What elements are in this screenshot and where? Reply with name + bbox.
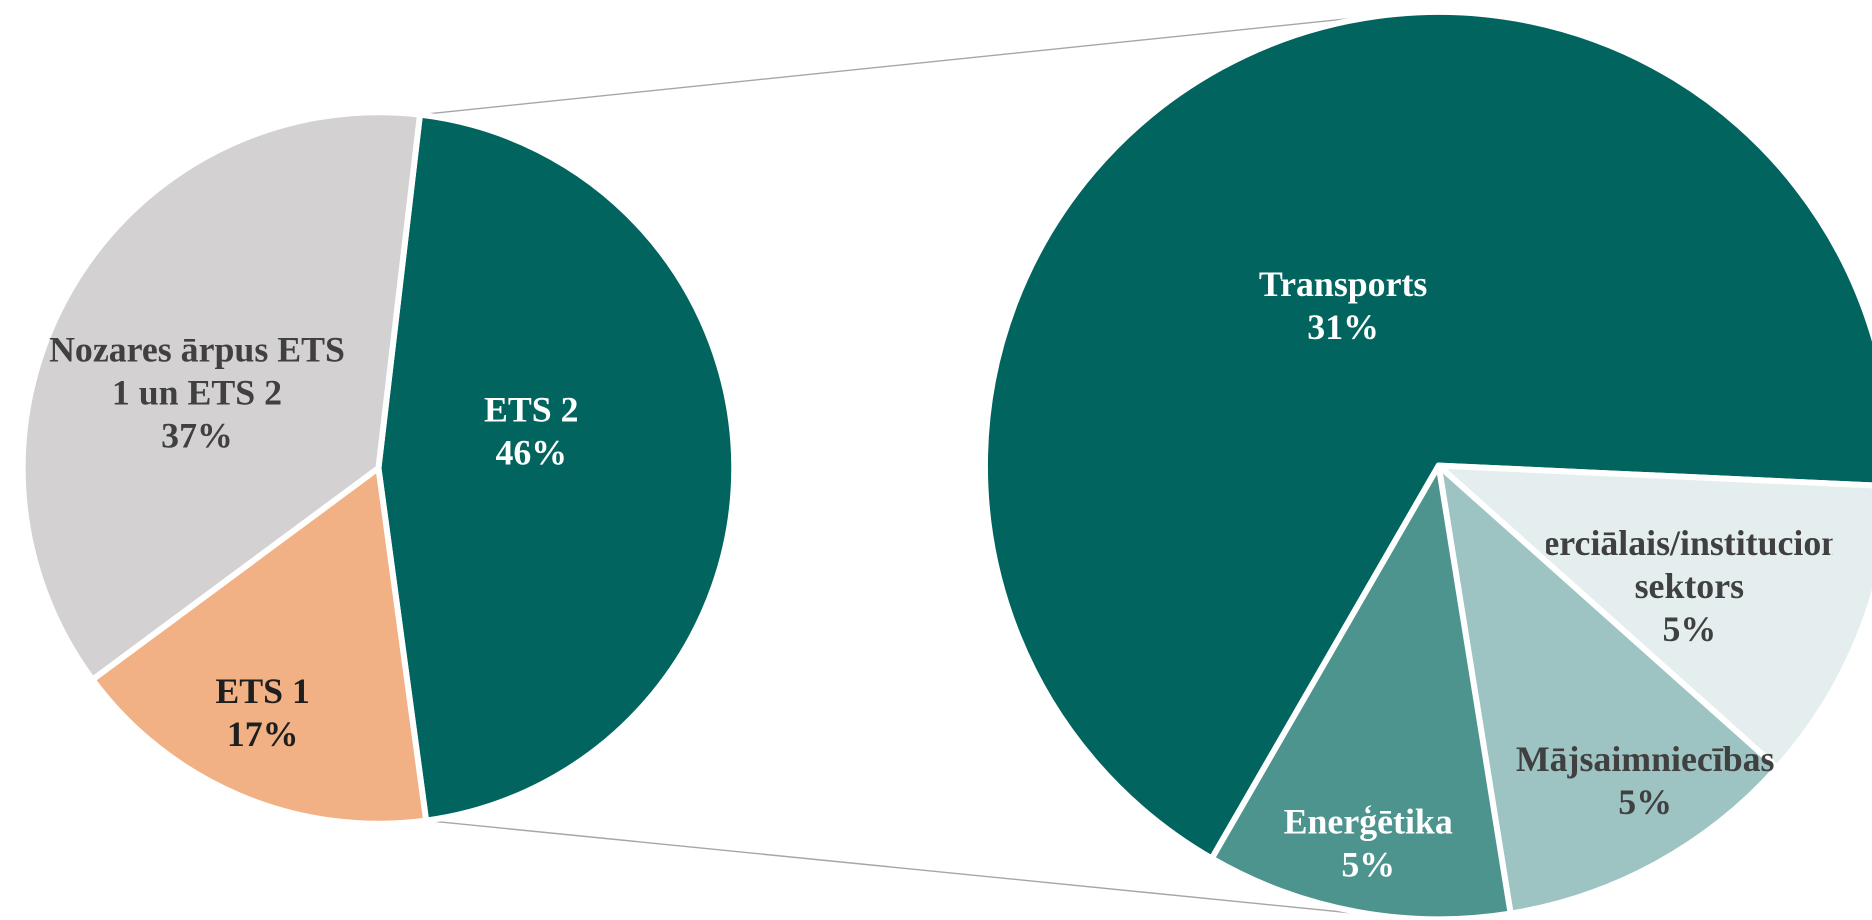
slice-label-box: Transports 31% [1188, 187, 1498, 426]
value-label: 5% [1618, 783, 1673, 823]
value-label: 17% [226, 715, 299, 755]
slice-label: ETS 117% [143, 595, 382, 834]
pie-slice [1435, 462, 1872, 771]
category-label: Enerģētika [1283, 802, 1453, 842]
slice-label-box: Mājsaimniecības 5% [1490, 663, 1800, 902]
pie-slice [375, 111, 738, 824]
category-label: ETS 1 [215, 672, 310, 712]
category-label: Nozares ārpus ETS 1 un ETS 2 [49, 330, 345, 414]
value-label: 37% [161, 416, 233, 457]
slice-label-box: ETS 1 17% [143, 595, 382, 834]
slice-label: ETS 246% [412, 313, 651, 552]
connector-line [426, 819, 1391, 918]
value-label: 5% [1341, 845, 1396, 885]
pie-slice [981, 9, 1872, 862]
pie-slice [19, 109, 423, 683]
slice-label: Nozares ārpus ETS 1 un ETS 237% [36, 275, 358, 514]
slice-label-box: Enerģētika 5% [1237, 725, 1500, 920]
value-label: 46% [495, 433, 568, 473]
pie-slice [89, 465, 430, 827]
category-label: Mājsaimniecības [1515, 740, 1775, 780]
value-label: 31% [1307, 308, 1379, 348]
pie-slice [1208, 462, 1514, 920]
category-label: Transports [1258, 265, 1428, 305]
value-label: 5% [1662, 610, 1717, 650]
slice-label-box: Nozares ārpus ETS 1 un ETS 2 37% [36, 275, 358, 514]
category-label: ETS 2 [483, 390, 579, 430]
category-label: Komerciālais/institucionālais sektors [1546, 524, 1833, 607]
pie [981, 9, 1872, 920]
pie-slice [1435, 462, 1781, 917]
pie [19, 109, 738, 827]
slice-label-box: ETS 2 46% [412, 313, 651, 552]
connector-line [419, 13, 1391, 116]
